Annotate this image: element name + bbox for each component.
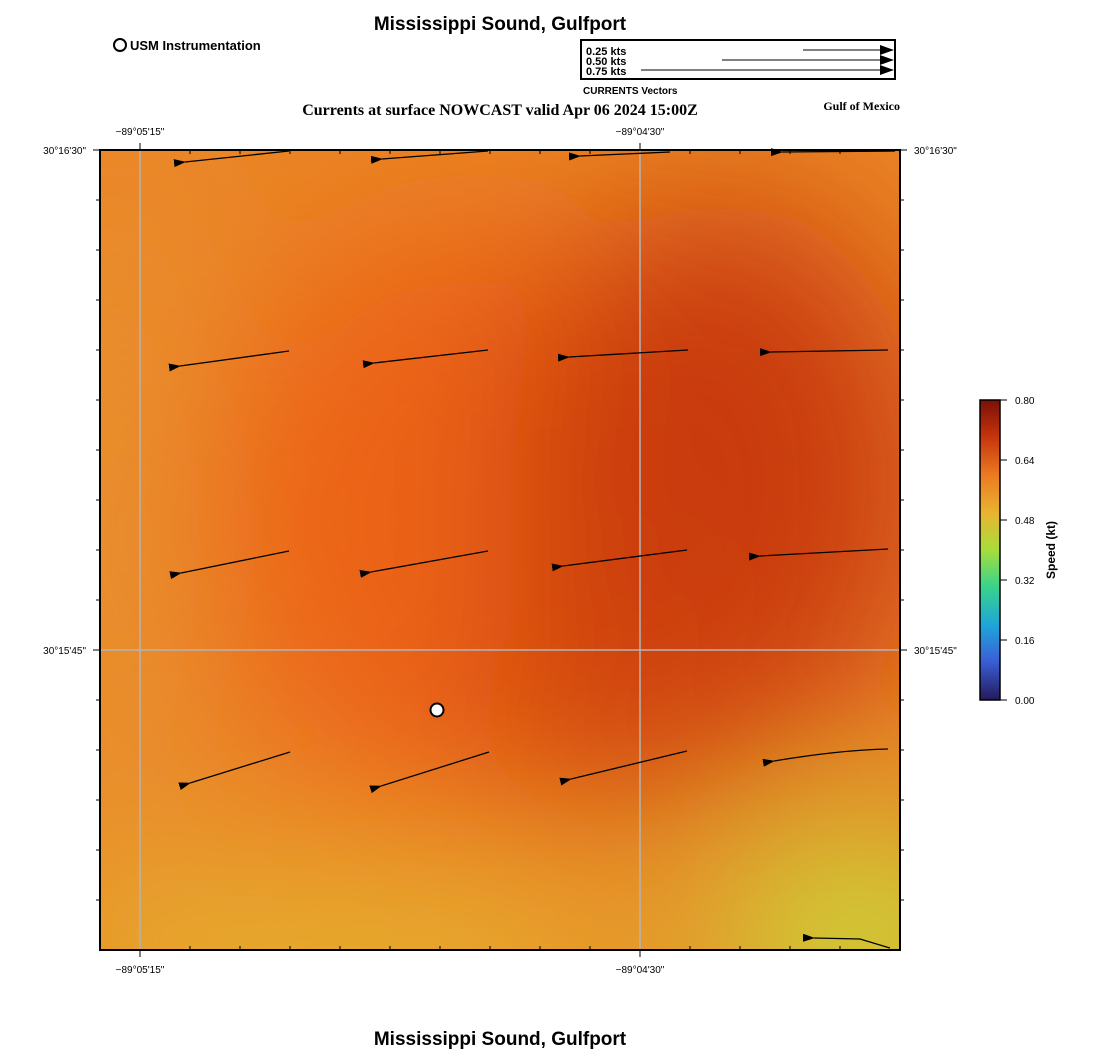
speed-field	[100, 150, 900, 950]
current-vector	[557, 349, 689, 362]
current-vector	[748, 548, 889, 561]
vector-legend-caption: CURRENTS Vectors	[583, 86, 678, 97]
current-vector	[169, 550, 290, 580]
lat-label-left-2: 30°15'45"	[43, 646, 86, 657]
current-vector	[551, 549, 688, 572]
vector-legend-label-3: 0.75 kts	[586, 66, 626, 78]
current-vector	[762, 748, 889, 767]
frame-ticks	[93, 143, 907, 957]
colorbar-tick: 0.16	[1015, 636, 1035, 647]
current-vector	[362, 349, 489, 369]
lon-label-top-1: −89°05'15"	[116, 127, 165, 138]
colorbar-ramp	[979, 399, 1001, 701]
lat-label-right-2: 30°15'45"	[914, 646, 957, 657]
current-vector	[759, 348, 889, 357]
speed-colorbar: 0.80 0.64 0.48 0.32 0.16 0.00 Speed (kt)	[979, 396, 1058, 707]
current-vector	[359, 550, 489, 578]
station-legend-symbol	[113, 38, 127, 52]
footer-title: Mississippi Sound, Gulfport	[374, 1029, 627, 1050]
lon-label-bottom-1: −89°05'15"	[116, 965, 165, 976]
colorbar-tick: 0.32	[1015, 576, 1035, 587]
map-subtitle: Currents at surface NOWCAST valid Apr 06…	[302, 102, 698, 119]
colorbar-label: Speed (kt)	[1044, 521, 1058, 579]
current-vector	[178, 751, 291, 791]
lat-label-right-1: 30°16'30"	[914, 146, 957, 157]
lon-label-top-2: −89°04'30"	[616, 127, 665, 138]
current-vector	[369, 751, 490, 794]
station-legend-label: USM Instrumentation	[130, 38, 261, 53]
lon-label-bottom-2: −89°04'30"	[616, 965, 665, 976]
current-vector	[559, 750, 688, 786]
vector-legend-label-2: 0.50 kts	[586, 56, 626, 68]
current-vector	[568, 151, 671, 161]
usm-station-marker[interactable]	[429, 702, 445, 718]
current-vector	[770, 148, 896, 157]
graticule	[100, 150, 900, 950]
region-label: Gulf of Mexico	[823, 99, 900, 113]
colorbar-tick: 0.48	[1015, 516, 1035, 527]
page-title: Mississippi Sound, Gulfport	[374, 14, 627, 35]
lat-label-left-1: 30°16'30"	[43, 146, 86, 157]
current-vector	[173, 150, 290, 168]
vector-legend-label-1: 0.25 kts	[586, 46, 626, 58]
current-vector	[370, 150, 489, 164]
vector-legend: 0.25 kts 0.50 kts 0.75 kts CURRENTS Vect…	[580, 39, 896, 97]
colorbar-tick: 0.80	[1015, 396, 1035, 407]
colorbar-tick: 0.64	[1015, 456, 1035, 467]
current-vector	[168, 350, 290, 372]
colorbar-tick: 0.00	[1015, 696, 1035, 707]
current-vectors	[168, 148, 896, 949]
current-vector	[802, 933, 891, 949]
frame-minor-ticks	[96, 150, 904, 950]
